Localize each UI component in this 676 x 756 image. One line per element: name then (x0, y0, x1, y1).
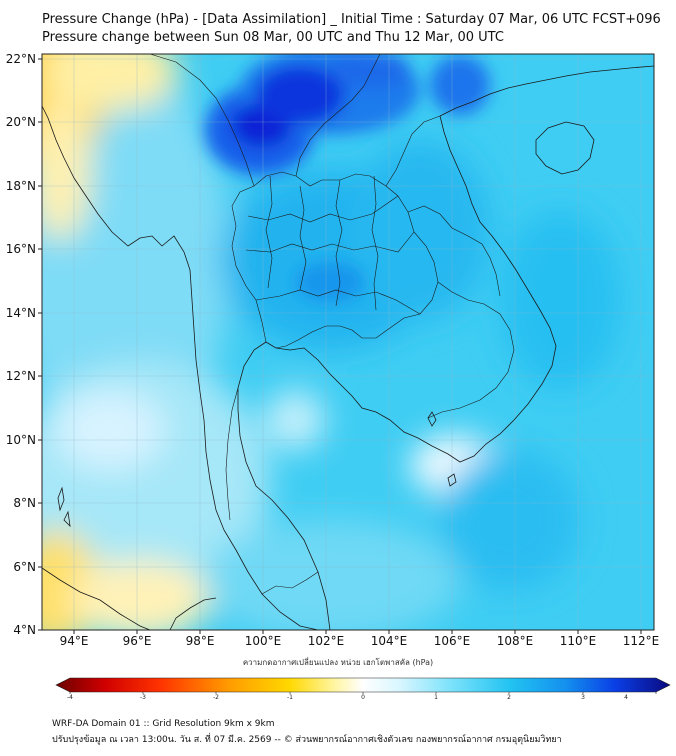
colorbar-tick: -2 (213, 694, 219, 701)
figure-title: Pressure Change (hPa) - [Data Assimilati… (42, 12, 661, 27)
lon-label: 100°E (244, 634, 282, 648)
lat-label: 20°N (5, 115, 36, 129)
colorbar-tick: -3 (140, 694, 146, 701)
colorbar-tick: -1 (287, 694, 293, 701)
lat-label: 4°N (13, 623, 36, 637)
lat-label: 6°N (13, 560, 36, 574)
lon-label: 96°E (122, 634, 152, 648)
map-frame (41, 53, 655, 631)
figure-subtitle: Pressure change between Sun 08 Mar, 00 U… (42, 30, 504, 45)
colorbar-tick: 4 (624, 694, 628, 701)
colorbar-tick: -4 (67, 694, 73, 701)
axis-ticks (38, 58, 642, 634)
lat-label: 18°N (5, 179, 36, 193)
lat-label: 14°N (5, 306, 36, 320)
lat-label: 22°N (5, 52, 36, 66)
lon-label: 104°E (370, 634, 408, 648)
colorbar (55, 677, 671, 694)
colorbar-title: ความกดอากาศเปลี่ยนแปลง หน่วย เฮกโตพาสคัล… (242, 658, 434, 667)
footer-model-info: WRF-DA Domain 01 :: Grid Resolution 9km … (52, 719, 275, 729)
lon-label: 102°E (307, 634, 345, 648)
lon-label: 98°E (185, 634, 215, 648)
colorbar-tick: 2 (507, 694, 511, 701)
lon-label: 94°E (59, 634, 89, 648)
pressure-field (42, 54, 654, 630)
lat-label: 12°N (5, 369, 36, 383)
graticule (42, 54, 654, 630)
lon-label: 106°E (433, 634, 471, 648)
coastlines (42, 65, 654, 630)
colorbar-bar (55, 677, 671, 693)
lat-label: 16°N (5, 242, 36, 256)
lon-label: 112°E (622, 634, 660, 648)
admin-borders (149, 54, 515, 595)
colorbar-tick: 1 (434, 694, 438, 701)
colorbar-tick: 0 (361, 694, 365, 701)
lon-label: 108°E (496, 634, 534, 648)
colorbar-tick: 3 (581, 694, 585, 701)
lat-label: 10°N (5, 433, 36, 447)
lon-label: 110°E (559, 634, 597, 648)
lat-label: 8°N (13, 496, 36, 510)
footer-credit: ปรับปรุงข้อมูล ณ เวลา 13:00น. วัน ส. ที่… (52, 735, 562, 745)
